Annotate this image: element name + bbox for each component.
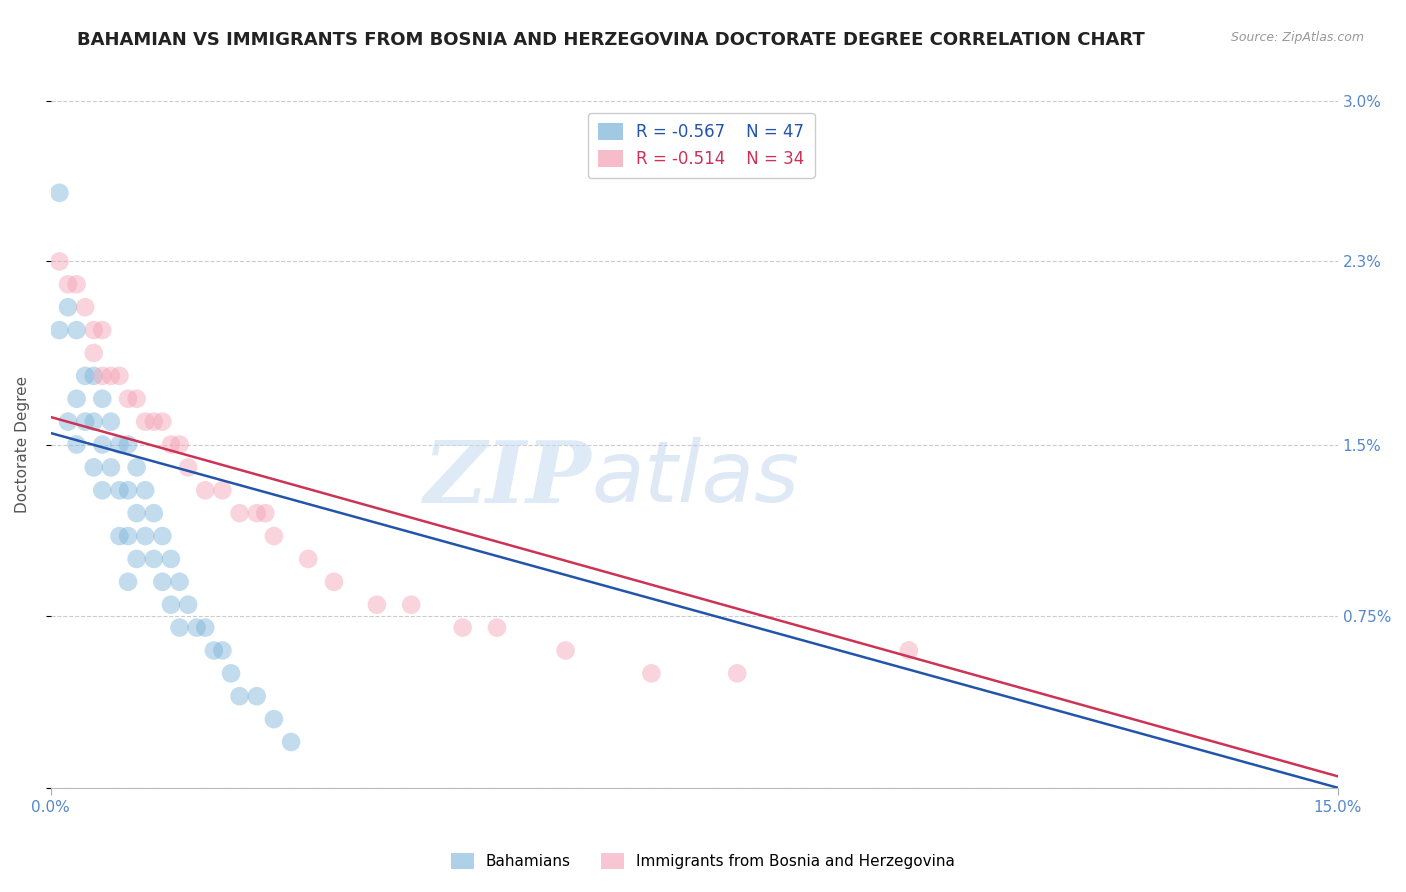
- Point: [150, 574, 173, 589]
- Point: [194, 483, 217, 498]
- Legend: Bahamians, Immigrants from Bosnia and Herzegovina: Bahamians, Immigrants from Bosnia and He…: [444, 847, 962, 875]
- Point: [100, 368, 122, 383]
- Point: [297, 552, 319, 566]
- Point: [554, 643, 576, 657]
- Point: [117, 483, 139, 498]
- Text: ZIP: ZIP: [423, 437, 592, 521]
- Point: [211, 643, 233, 657]
- Point: [48, 323, 70, 337]
- Point: [125, 552, 148, 566]
- Point: [48, 254, 70, 268]
- Point: [485, 621, 508, 635]
- Point: [134, 529, 156, 543]
- Point: [160, 598, 183, 612]
- Text: Source: ZipAtlas.com: Source: ZipAtlas.com: [1230, 31, 1364, 45]
- Point: [83, 460, 105, 475]
- Point: [228, 690, 250, 704]
- Point: [48, 186, 70, 200]
- Point: [91, 483, 114, 498]
- Point: [75, 415, 97, 429]
- Point: [211, 483, 233, 498]
- Point: [254, 506, 277, 520]
- Point: [91, 368, 114, 383]
- Point: [125, 392, 148, 406]
- Point: [399, 598, 422, 612]
- Point: [91, 392, 114, 406]
- Point: [280, 735, 302, 749]
- Point: [366, 598, 388, 612]
- Point: [91, 323, 114, 337]
- Point: [323, 574, 346, 589]
- Point: [246, 690, 269, 704]
- Point: [108, 437, 131, 451]
- Point: [186, 621, 208, 635]
- Point: [897, 643, 920, 657]
- Point: [134, 415, 156, 429]
- Point: [75, 300, 97, 314]
- Point: [125, 506, 148, 520]
- Point: [108, 529, 131, 543]
- Point: [202, 643, 225, 657]
- Point: [91, 437, 114, 451]
- Point: [640, 666, 662, 681]
- Point: [169, 621, 191, 635]
- Point: [177, 598, 200, 612]
- Point: [65, 277, 87, 292]
- Point: [100, 415, 122, 429]
- Point: [83, 346, 105, 360]
- Point: [125, 460, 148, 475]
- Point: [75, 368, 97, 383]
- Point: [263, 529, 285, 543]
- Text: atlas: atlas: [592, 437, 800, 520]
- Point: [150, 529, 173, 543]
- Point: [142, 415, 165, 429]
- Point: [100, 460, 122, 475]
- Point: [160, 552, 183, 566]
- Text: BAHAMIAN VS IMMIGRANTS FROM BOSNIA AND HERZEGOVINA DOCTORATE DEGREE CORRELATION : BAHAMIAN VS IMMIGRANTS FROM BOSNIA AND H…: [77, 31, 1144, 49]
- Point: [177, 460, 200, 475]
- Point: [65, 323, 87, 337]
- Point: [65, 392, 87, 406]
- Point: [246, 506, 269, 520]
- Point: [117, 437, 139, 451]
- Point: [117, 392, 139, 406]
- Point: [451, 621, 474, 635]
- Point: [194, 621, 217, 635]
- Point: [142, 506, 165, 520]
- Y-axis label: Doctorate Degree: Doctorate Degree: [15, 376, 30, 513]
- Point: [142, 552, 165, 566]
- Point: [83, 323, 105, 337]
- Point: [56, 277, 79, 292]
- Point: [169, 437, 191, 451]
- Point: [169, 574, 191, 589]
- Point: [65, 437, 87, 451]
- Point: [108, 483, 131, 498]
- Point: [56, 300, 79, 314]
- Point: [83, 368, 105, 383]
- Point: [117, 574, 139, 589]
- Point: [56, 415, 79, 429]
- Point: [117, 529, 139, 543]
- Point: [263, 712, 285, 726]
- Point: [228, 506, 250, 520]
- Point: [134, 483, 156, 498]
- Point: [150, 415, 173, 429]
- Legend: R = -0.567    N = 47, R = -0.514    N = 34: R = -0.567 N = 47, R = -0.514 N = 34: [588, 113, 814, 178]
- Point: [725, 666, 748, 681]
- Point: [83, 415, 105, 429]
- Point: [219, 666, 242, 681]
- Point: [160, 437, 183, 451]
- Point: [108, 368, 131, 383]
